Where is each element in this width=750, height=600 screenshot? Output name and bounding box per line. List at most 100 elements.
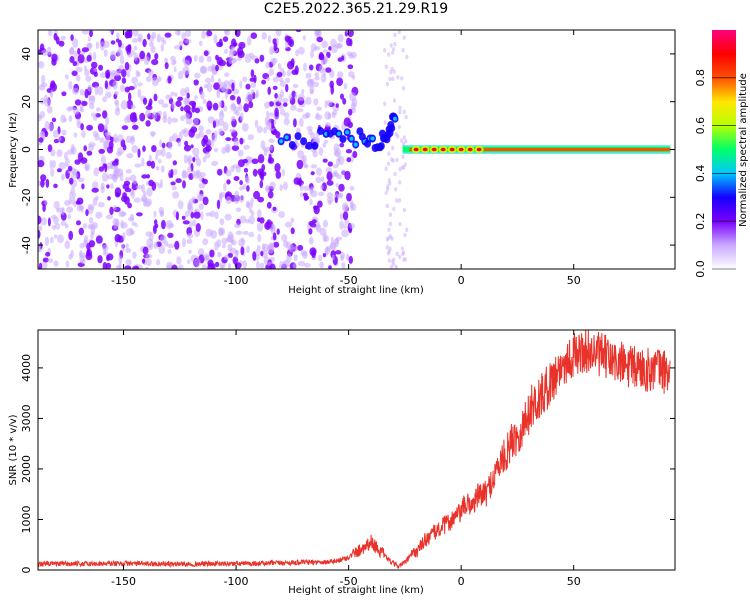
heatmap-speckle — [53, 260, 59, 267]
heatmap-speckle — [90, 61, 98, 69]
heatmap-speckle — [260, 172, 265, 181]
heatmap-speckle — [290, 104, 297, 111]
heatmap-speckle — [142, 246, 149, 255]
heatmap-speckle — [95, 235, 103, 244]
heatmap-speckle — [385, 245, 389, 250]
heatmap-speckle — [217, 251, 222, 258]
heatmap-speckle — [286, 69, 292, 77]
heatmap-speckle — [234, 249, 239, 259]
heatmap-speckle — [302, 35, 306, 41]
heatmap-speckle — [248, 215, 255, 225]
heatmap-speckle — [121, 125, 129, 130]
heatmap-speckle — [206, 30, 213, 37]
heatmap-speckle — [219, 192, 223, 200]
heatmap-speckle — [239, 215, 247, 224]
heatmap-speckle — [77, 48, 81, 55]
heatmap-speckle — [113, 205, 117, 211]
heatmap-speckle — [79, 242, 85, 249]
heatmap-carrier-knot-core — [431, 147, 437, 152]
heatmap-speckle — [130, 189, 135, 199]
heatmap-speckle — [53, 200, 60, 210]
heatmap-speckle — [274, 163, 281, 172]
heatmap-speckle — [401, 48, 405, 53]
heatmap-speckle — [267, 121, 272, 126]
heatmap-speckle — [88, 95, 96, 101]
heatmap-speckle — [218, 262, 226, 268]
heatmap-speckle — [235, 110, 240, 117]
heatmap-speckle — [177, 140, 182, 147]
heatmap-speckle — [200, 65, 208, 74]
heatmap-speckle — [386, 236, 391, 241]
heatmap-speckle — [285, 77, 291, 84]
heatmap-speckle — [178, 131, 183, 140]
heatmap-speckle — [51, 53, 58, 63]
heatmap-speckle — [111, 160, 119, 167]
heatmap-speckle — [84, 69, 90, 77]
heatmap-speckle — [276, 228, 280, 235]
heatmap-speckle — [398, 221, 402, 227]
heatmap-speckle — [124, 61, 130, 71]
heatmap-speckle — [108, 140, 114, 150]
heatmap-speckle — [125, 31, 132, 39]
heatmap-speckle — [200, 90, 205, 100]
heatmap-speckle — [305, 112, 311, 118]
heatmap-speckle — [193, 79, 199, 86]
heatmap-speckle — [256, 125, 263, 134]
heatmap-speckle — [292, 83, 299, 89]
heatmap-speckle — [405, 54, 409, 60]
heatmap-speckle — [168, 136, 173, 142]
heatmap-speckle — [76, 220, 81, 226]
heatmap-speckle — [49, 159, 53, 169]
heatmap-speckle — [339, 220, 344, 230]
heatmap-speckle — [400, 246, 404, 251]
heatmap-speckle — [78, 227, 85, 236]
heatmap-x-tick-label: -50 — [340, 274, 358, 287]
heatmap-speckle — [242, 230, 249, 235]
heatmap-speckle — [297, 149, 304, 159]
heatmap-speckle — [92, 130, 99, 138]
heatmap-speckle — [64, 223, 69, 229]
heatmap-speckle — [100, 155, 106, 165]
heatmap-branch-blob — [388, 124, 396, 133]
heatmap-speckle — [125, 259, 132, 266]
heatmap-speckle — [119, 172, 124, 182]
heatmap-speckle — [95, 41, 100, 50]
heatmap-speckle — [81, 47, 89, 53]
heatmap-speckle — [212, 120, 216, 129]
heatmap-speckle — [85, 209, 89, 217]
heatmap-speckle — [335, 183, 339, 188]
heatmap-speckle — [72, 61, 78, 67]
heatmap-speckle — [132, 265, 140, 269]
heatmap-speckle — [392, 69, 396, 74]
heatmap-speckle — [120, 219, 124, 229]
heatmap-speckle — [106, 254, 110, 262]
heatmap-speckle — [239, 137, 244, 145]
heatmap-speckle — [344, 170, 351, 181]
heatmap-speckle — [104, 40, 110, 49]
heatmap-speckle — [298, 93, 305, 102]
heatmap-speckle — [238, 238, 246, 247]
heatmap-speckle — [346, 192, 352, 202]
snr-y-tick-label: 1000 — [20, 505, 33, 533]
heatmap-speckle — [132, 251, 137, 259]
heatmap-speckle — [175, 100, 182, 107]
heatmap-speckle — [146, 160, 152, 167]
heatmap-speckle — [120, 211, 127, 217]
heatmap-speckle — [72, 107, 80, 115]
heatmap-speckle — [211, 74, 215, 84]
heatmap-speckle — [305, 96, 312, 105]
heatmap-speckle — [326, 100, 333, 107]
heatmap-speckle — [277, 93, 283, 104]
heatmap-speckle — [167, 249, 172, 254]
heatmap-speckle — [267, 86, 272, 96]
heatmap-speckle — [395, 251, 399, 257]
heatmap-speckle — [175, 211, 179, 221]
heatmap-speckle — [397, 30, 401, 35]
heatmap-speckle — [335, 250, 342, 255]
heatmap-speckle — [173, 45, 181, 50]
heatmap-speckle — [392, 98, 397, 103]
heatmap-speckle — [291, 69, 298, 75]
heatmap-speckle — [312, 81, 320, 88]
heatmap-speckle — [302, 192, 308, 197]
